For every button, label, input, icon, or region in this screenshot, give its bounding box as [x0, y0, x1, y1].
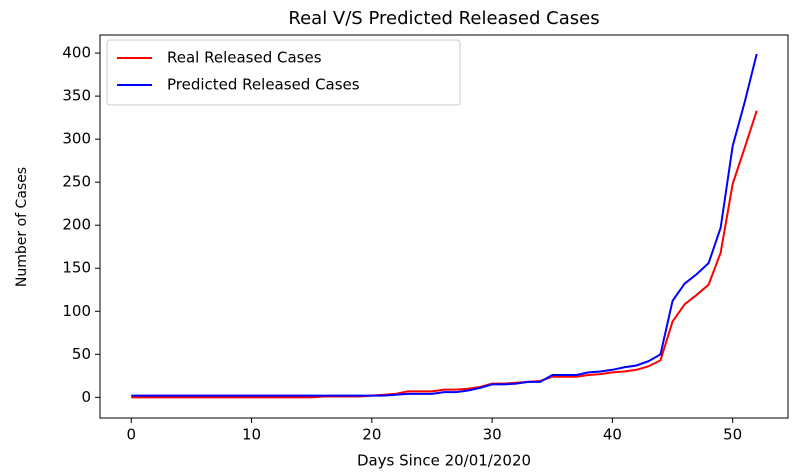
data-line: [131, 110, 758, 399]
y-tick-label: 50: [72, 345, 91, 363]
y-axis-label: Number of Cases: [14, 167, 30, 287]
x-tick-label: 10: [242, 426, 261, 444]
plot-frame: [99, 34, 789, 419]
chart-title: Real V/S Predicted Released Cases: [288, 8, 599, 29]
legend-label: Predicted Released Cases: [167, 76, 360, 94]
data-line: [131, 53, 758, 397]
x-tick-label: 40: [603, 426, 622, 444]
y-tick-label: 350: [62, 87, 91, 105]
y-tick-label: 300: [62, 130, 91, 148]
y-tick-label: 150: [62, 259, 91, 277]
x-axis-label: Days Since 20/01/2020: [357, 452, 531, 470]
x-tick-label: 20: [362, 426, 381, 444]
y-tick-label: 250: [62, 173, 91, 191]
x-tick-label: 0: [126, 426, 136, 444]
y-tick-label: 0: [81, 388, 91, 406]
x-tick-label: 50: [723, 426, 742, 444]
y-tick-label: 400: [62, 44, 91, 62]
y-tick-label: 200: [62, 216, 91, 234]
y-tick-label: 100: [62, 302, 91, 320]
legend-label: Real Released Cases: [167, 49, 322, 67]
x-tick-label: 30: [483, 426, 502, 444]
legend-box: [106, 39, 461, 106]
